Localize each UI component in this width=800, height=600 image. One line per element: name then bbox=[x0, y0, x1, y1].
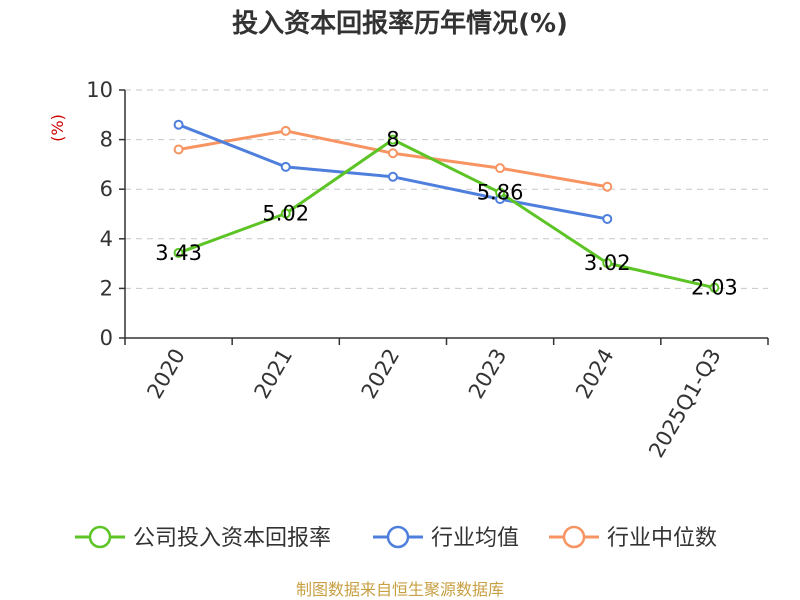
data-point bbox=[280, 208, 291, 219]
data-point bbox=[602, 258, 613, 269]
y-tick-label: 10 bbox=[86, 78, 113, 102]
legend-swatch-marker bbox=[386, 525, 410, 549]
data-label: 5.86 bbox=[477, 181, 524, 205]
x-tick-label: 2023 bbox=[464, 345, 512, 403]
x-tick-label: 2024 bbox=[571, 345, 619, 403]
x-tick-label: 2020 bbox=[142, 345, 190, 403]
data-point bbox=[173, 119, 184, 130]
y-axis-unit: (%) bbox=[48, 114, 67, 142]
legend-swatch-marker bbox=[88, 525, 112, 549]
series-2 bbox=[173, 125, 613, 192]
data-label: 3.02 bbox=[584, 251, 631, 275]
data-point bbox=[387, 171, 398, 182]
series-line bbox=[178, 138, 715, 290]
x-tick-label: 2021 bbox=[250, 345, 298, 403]
x-tick-label: 2022 bbox=[357, 345, 405, 403]
data-labels: 3.43 5.02 8 5.86 3.02 2.03 bbox=[155, 128, 738, 300]
series-0 bbox=[173, 134, 720, 293]
y-tick-label: 2 bbox=[100, 276, 113, 300]
legend-item-1: 行业均值 bbox=[373, 525, 519, 551]
data-point bbox=[387, 134, 398, 145]
data-point bbox=[602, 213, 613, 224]
data-point bbox=[387, 148, 398, 159]
data-point bbox=[602, 181, 613, 192]
data-point bbox=[495, 163, 506, 174]
data-point bbox=[173, 247, 184, 258]
y-tick-label: 6 bbox=[100, 177, 113, 201]
data-point bbox=[495, 187, 506, 198]
series-layer bbox=[173, 119, 720, 293]
data-point bbox=[280, 125, 291, 136]
data-label: 3.43 bbox=[155, 241, 202, 265]
data-point bbox=[173, 144, 184, 155]
data-label: 8 bbox=[386, 128, 399, 152]
x-tick-label: 2025Q1-Q3 bbox=[644, 345, 726, 462]
legend-item-2: 行业中位数 bbox=[549, 525, 717, 551]
legend-swatch-marker bbox=[562, 525, 586, 549]
data-point bbox=[709, 282, 720, 293]
source-note: 制图数据来自恒生聚源数据库 bbox=[296, 580, 504, 599]
series-1 bbox=[173, 119, 613, 224]
y-tick-label: 0 bbox=[100, 326, 113, 350]
legend-label: 公司投入资本回报率 bbox=[133, 526, 331, 551]
legend-label: 行业均值 bbox=[431, 526, 519, 551]
legend-label: 行业中位数 bbox=[607, 526, 717, 551]
data-point bbox=[280, 161, 291, 172]
chart-title: 投入资本回报率历年情况(%) bbox=[232, 8, 568, 39]
axes: 0 2 4 6 8 10 2020 2021 2022 2023 2024 2025Q1-Q3 bbox=[86, 78, 769, 462]
y-tick-label: 4 bbox=[100, 227, 113, 251]
legend-item-0: 公司投入资本回报率 bbox=[75, 525, 331, 551]
data-label: 2.03 bbox=[691, 276, 738, 300]
y-tick-label: 8 bbox=[100, 128, 113, 152]
legend: 公司投入资本回报率 行业均值 行业中位数 bbox=[75, 525, 717, 551]
data-label: 5.02 bbox=[262, 202, 309, 226]
